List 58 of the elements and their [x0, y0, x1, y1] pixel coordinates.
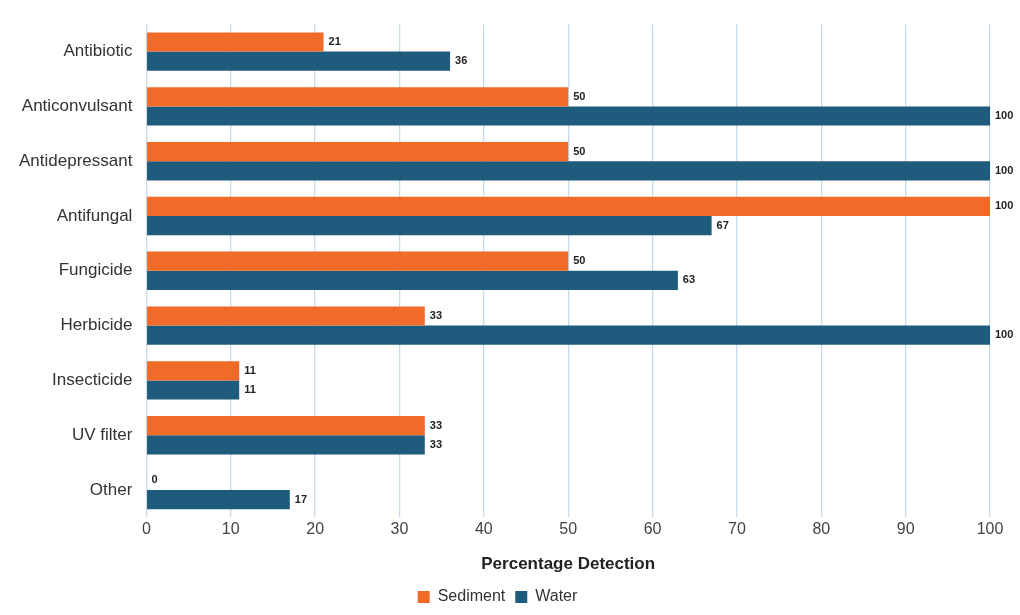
bar — [147, 106, 990, 126]
x-tick-label: 70 — [728, 520, 746, 538]
bar — [147, 51, 451, 71]
x-tick-label: 10 — [221, 520, 240, 538]
y-tick-label: Herbicide — [60, 315, 133, 335]
data-label: 63 — [682, 273, 696, 286]
y-tick-label: Antibiotic — [63, 41, 133, 61]
y-tick-label: Other — [89, 479, 133, 499]
bar — [147, 306, 425, 326]
data-label: 50 — [573, 254, 586, 267]
x-tick-label: 20 — [306, 520, 325, 538]
data-label: 21 — [328, 35, 341, 48]
data-label: 100 — [995, 328, 1014, 341]
data-label: 17 — [294, 492, 308, 505]
bar — [147, 251, 569, 271]
y-tick-label: Antifungal — [56, 205, 133, 225]
bar — [147, 325, 990, 345]
bar — [147, 380, 240, 400]
bar — [147, 32, 324, 52]
data-label: 100 — [995, 109, 1014, 122]
data-label: 100 — [995, 199, 1014, 212]
data-label: 50 — [573, 89, 586, 102]
x-tick-label: 90 — [896, 520, 915, 538]
bar — [147, 416, 425, 436]
y-tick-label: Insecticide — [52, 370, 133, 390]
bar — [147, 142, 569, 162]
data-label: 100 — [995, 163, 1014, 176]
bar — [147, 435, 425, 455]
bar — [147, 490, 290, 510]
bar — [147, 216, 712, 236]
x-tick-label: 80 — [812, 520, 831, 538]
x-tick-label: 0 — [141, 520, 151, 538]
x-tick-label: 40 — [474, 520, 493, 538]
y-tick-label: Antidepressant — [19, 150, 133, 170]
legend-label: Sediment — [437, 587, 506, 605]
legend-label: Water — [535, 587, 579, 605]
x-tick-label: 60 — [643, 520, 662, 538]
x-tick-label: 100 — [976, 520, 1004, 538]
data-label: 33 — [429, 437, 443, 450]
x-axis-title: Percentage Detection — [481, 554, 656, 574]
data-label: 67 — [716, 218, 729, 231]
data-label: 33 — [429, 309, 443, 322]
data-label: 11 — [244, 383, 256, 396]
data-label: 11 — [244, 363, 256, 376]
x-tick-label: 50 — [559, 520, 578, 538]
y-tick-label: UV filter — [71, 424, 133, 444]
bar — [147, 161, 990, 181]
y-tick-label: Anticonvulsant — [21, 96, 133, 116]
bar — [147, 361, 240, 381]
x-tick-label: 30 — [390, 520, 409, 538]
bar — [147, 196, 990, 216]
data-label: 36 — [455, 54, 468, 67]
data-label: 33 — [429, 418, 443, 431]
data-label: 50 — [573, 144, 586, 157]
bar — [147, 87, 569, 107]
y-tick-label: Fungicide — [58, 260, 133, 280]
data-label: 0 — [151, 473, 158, 486]
bar — [147, 270, 678, 290]
